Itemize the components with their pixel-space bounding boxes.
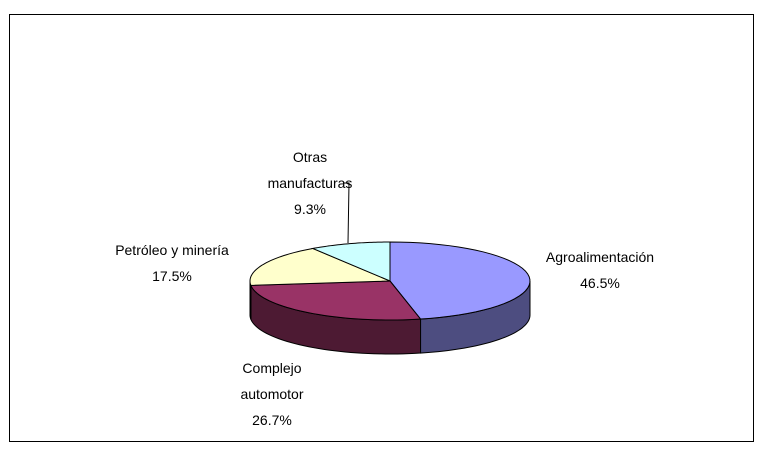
data-label: Petróleo y minería 17.5% — [92, 237, 252, 289]
category-label: Otras manufacturas — [267, 149, 353, 191]
slice — [250, 280, 422, 321]
slice — [311, 241, 391, 282]
category-label: Agroalimentación — [545, 249, 655, 265]
value-label: 46.5% — [580, 275, 620, 291]
data-label: Otras manufacturas 9.3% — [260, 144, 360, 222]
slice — [389, 241, 531, 320]
category-label: Petróleo y minería — [115, 242, 229, 258]
value-label: 9.3% — [294, 201, 326, 217]
data-label: Agroalimentación 46.5% — [520, 244, 680, 296]
data-label: Complejo automotor 26.7% — [222, 355, 322, 433]
value-label: 26.7% — [252, 412, 292, 428]
leader-line — [343, 182, 350, 244]
category-label: Complejo automotor — [240, 360, 304, 402]
slice — [249, 247, 391, 286]
chart-frame — [9, 14, 754, 442]
value-label: 17.5% — [152, 268, 192, 284]
slice-tops — [249, 241, 531, 321]
